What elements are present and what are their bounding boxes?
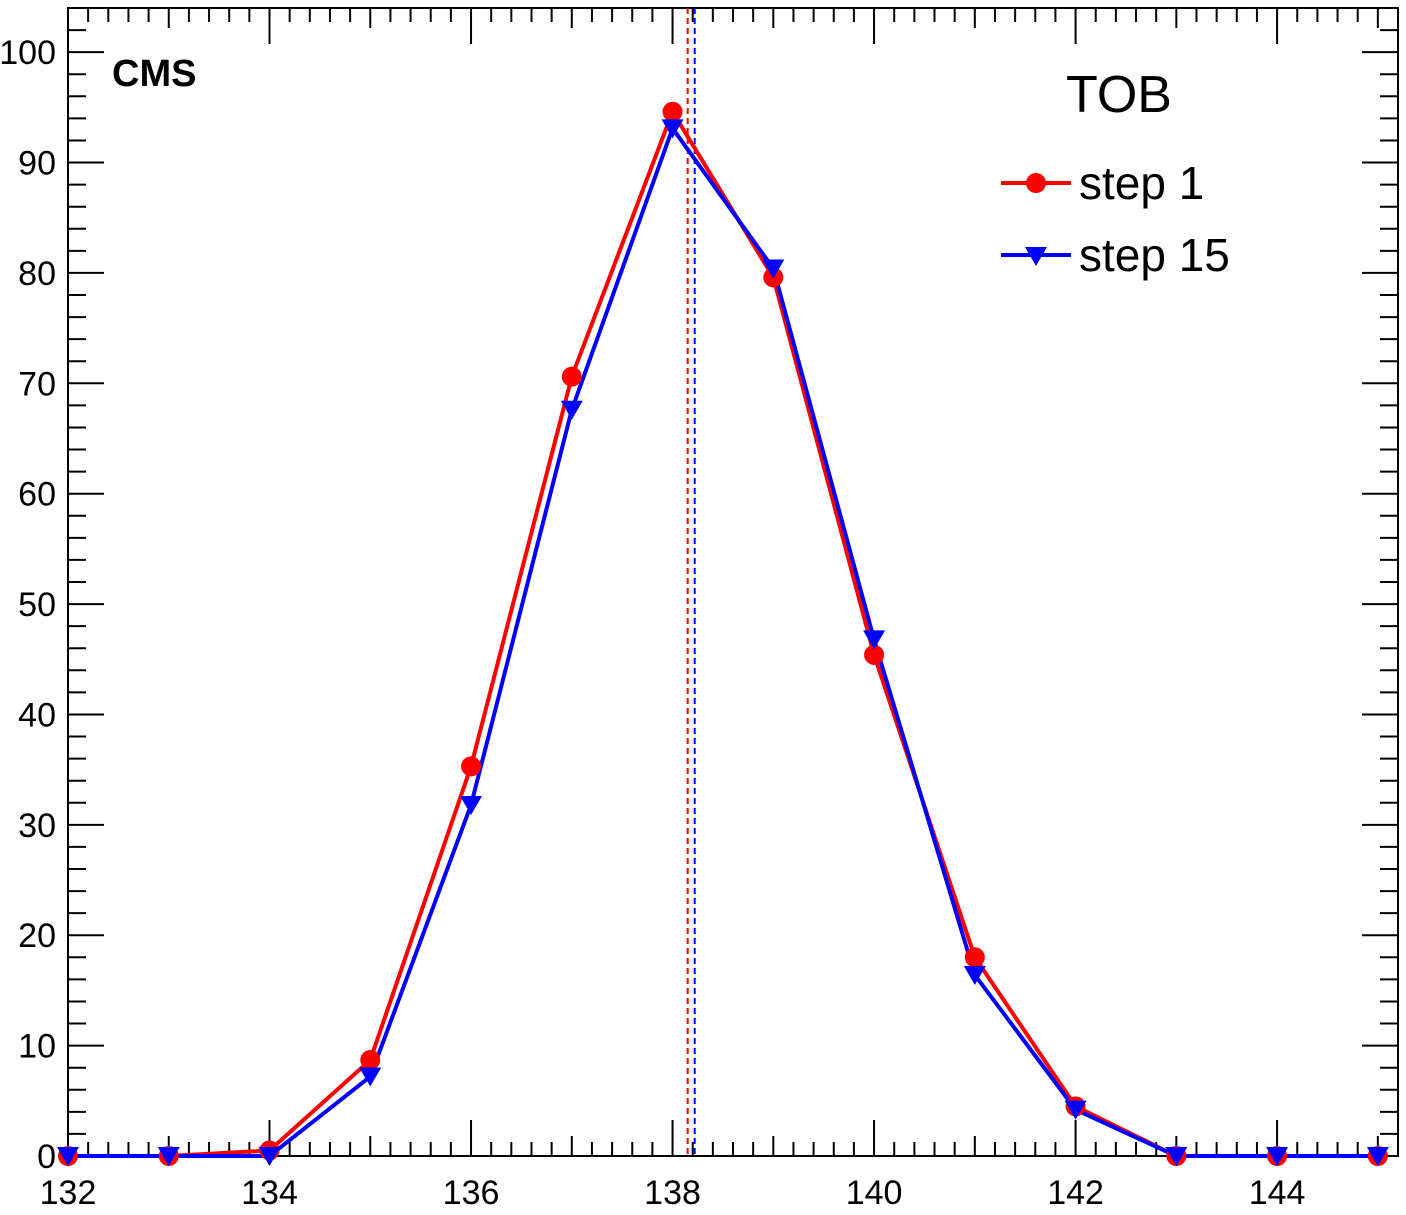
y-tick-label: 100 [0,34,56,72]
data-point [864,644,885,665]
data-point [1064,1100,1087,1120]
x-tick-label: 142 [1047,1174,1104,1212]
data-point [57,1147,79,1166]
y-tick-label: 80 [18,255,56,293]
data-point [1266,1147,1289,1166]
data-point [1366,1147,1389,1166]
y-tick-label: 0 [37,1138,56,1176]
x-tick-label: 144 [1249,1174,1306,1212]
tob-label: TOB [1066,66,1172,124]
y-tick-label: 10 [18,1028,56,1066]
y-tick-label: 50 [18,586,56,624]
legend-marker-step-15 [1025,247,1047,266]
data-point [863,630,886,650]
series-line-step-15 [68,126,1378,1158]
y-tick-label: 30 [18,807,56,845]
series-markers [57,101,1389,1166]
mean-lines [686,8,696,1156]
data-point [1165,1147,1188,1166]
y-tick-label: 40 [18,696,56,734]
legend-label-step-1: step 1 [1079,157,1204,209]
data-point [762,259,785,279]
legend: step 1 step 15 [1001,157,1230,281]
y-tick-label: 90 [18,145,56,183]
axis-tick-labels: 132 134 136 138 140 142 144 0 10 20 30 40 50 60 70 80 90… [0,34,1305,1212]
data-point [561,366,582,387]
data-point [460,795,483,815]
data-point [963,965,986,985]
x-tick-label: 134 [241,1174,298,1212]
cms-label: CMS [112,53,196,95]
x-tick-label: 138 [644,1174,701,1212]
data-point [461,756,482,777]
y-tick-label: 70 [18,365,56,403]
data-point [560,400,583,420]
series-lines [68,109,1378,1158]
data-point [258,1147,281,1166]
y-tick-label: 60 [18,476,56,514]
data-point [964,947,985,968]
x-tick-label: 140 [846,1174,903,1212]
axis-ticks [67,7,1398,1157]
x-tick-label: 136 [443,1174,500,1212]
data-point [661,119,684,139]
legend-label-step-15: step 15 [1079,229,1230,281]
x-tick-label: 132 [40,1174,97,1212]
data-point [662,101,683,122]
data-point [360,1049,381,1070]
y-tick-label: 20 [18,917,56,955]
data-point [359,1067,382,1087]
data-point [157,1147,180,1166]
legend-marker-step-1 [1026,173,1046,193]
